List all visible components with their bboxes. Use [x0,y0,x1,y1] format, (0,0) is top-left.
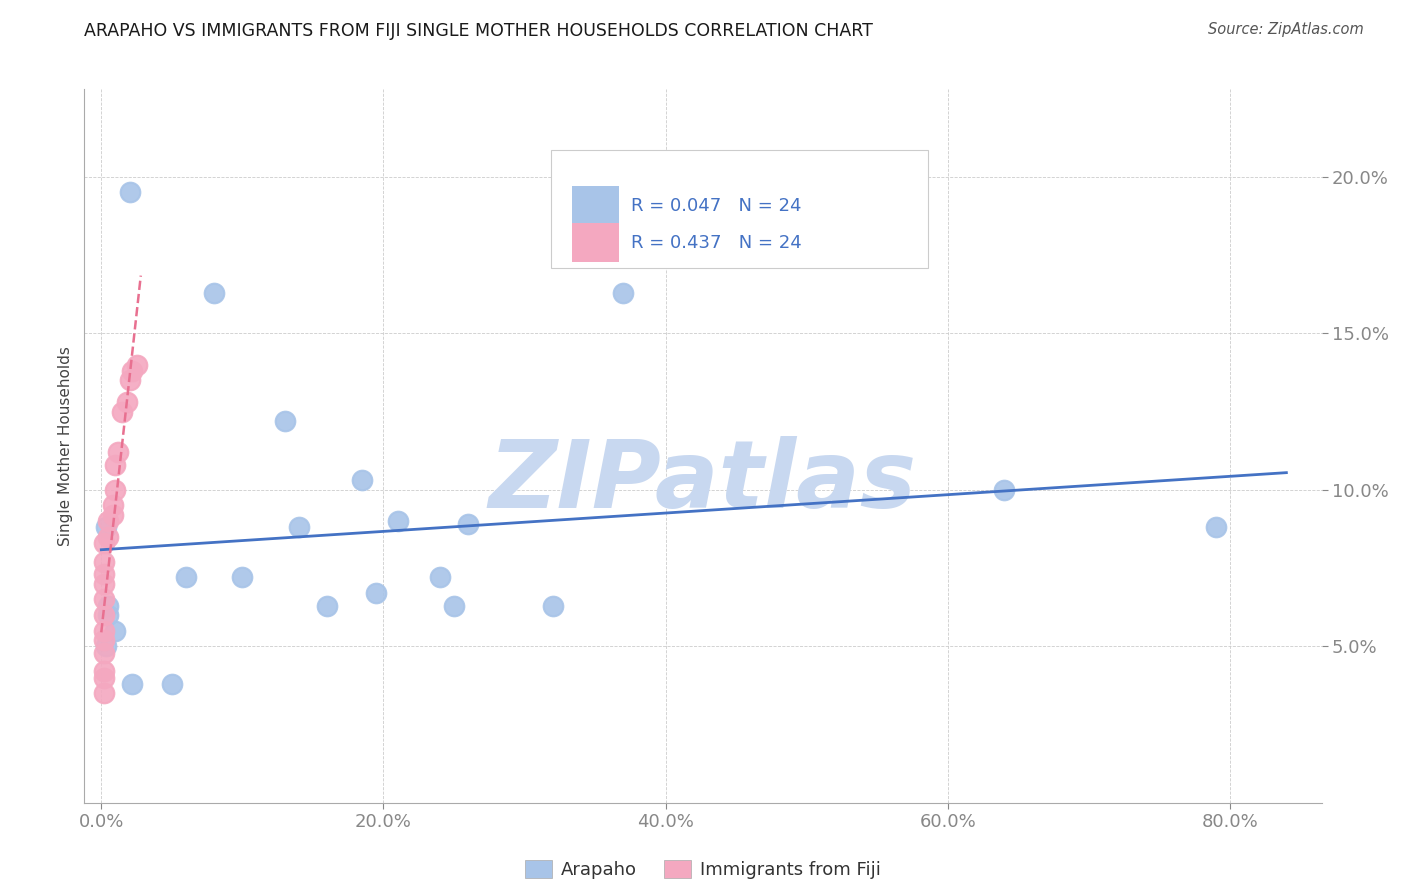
Point [93,592,115,607]
Point [97,530,120,544]
Point [93,665,115,679]
Text: Source: ZipAtlas.com: Source: ZipAtlas.com [1208,22,1364,37]
Point [118,373,141,387]
Point [93,555,115,569]
Point [273,414,295,428]
Point [202,285,225,300]
Point [97,514,120,528]
Text: ZIPatlas: ZIPatlas [489,435,917,528]
Point [174,570,197,584]
Point [93,633,115,648]
Text: ARAPAHO VS IMMIGRANTS FROM FIJI SINGLE MOTHER HOUSEHOLDS CORRELATION CHART: ARAPAHO VS IMMIGRANTS FROM FIJI SINGLE M… [84,22,873,40]
Point [288,520,311,534]
Point [612,285,634,300]
Point [993,483,1015,497]
FancyBboxPatch shape [551,150,928,268]
Legend: Arapaho, Immigrants from Fiji: Arapaho, Immigrants from Fiji [517,853,889,887]
Point [125,358,148,372]
Point [97,607,120,622]
Point [104,624,127,638]
Point [93,607,115,622]
Point [231,570,253,584]
Point [93,536,115,550]
Point [93,624,115,638]
Point [104,483,127,497]
Point [160,677,183,691]
Point [94,520,117,534]
FancyBboxPatch shape [572,186,619,225]
Point [457,517,479,532]
Point [94,640,117,654]
FancyBboxPatch shape [572,223,619,262]
Point [121,364,143,378]
Point [111,404,134,418]
Point [443,599,465,613]
Point [93,646,115,660]
Point [107,445,129,459]
Point [101,499,124,513]
Point [1205,520,1227,534]
Point [101,508,124,522]
Point [93,567,115,582]
Point [104,458,127,472]
Point [115,395,138,409]
Point [121,677,143,691]
Point [118,186,141,200]
Point [541,599,564,613]
Point [366,586,388,600]
Point [93,686,115,700]
Point [93,576,115,591]
Point [352,474,374,488]
Point [316,599,339,613]
Point [429,570,451,584]
Point [387,514,409,528]
Point [97,599,120,613]
Y-axis label: Single Mother Households: Single Mother Households [58,346,73,546]
Point [93,671,115,685]
Text: R = 0.047   N = 24: R = 0.047 N = 24 [631,196,801,214]
Text: R = 0.437   N = 24: R = 0.437 N = 24 [631,234,801,252]
